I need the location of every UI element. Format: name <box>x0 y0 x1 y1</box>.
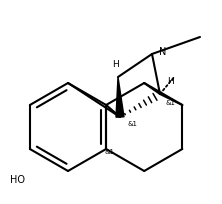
Text: HO: HO <box>10 174 25 184</box>
Text: H: H <box>168 77 174 86</box>
Text: N: N <box>159 47 167 57</box>
Text: &1: &1 <box>104 148 114 154</box>
Text: &1: &1 <box>128 120 138 126</box>
Text: H: H <box>112 60 118 69</box>
Text: &1: &1 <box>166 100 176 105</box>
Polygon shape <box>116 78 124 118</box>
